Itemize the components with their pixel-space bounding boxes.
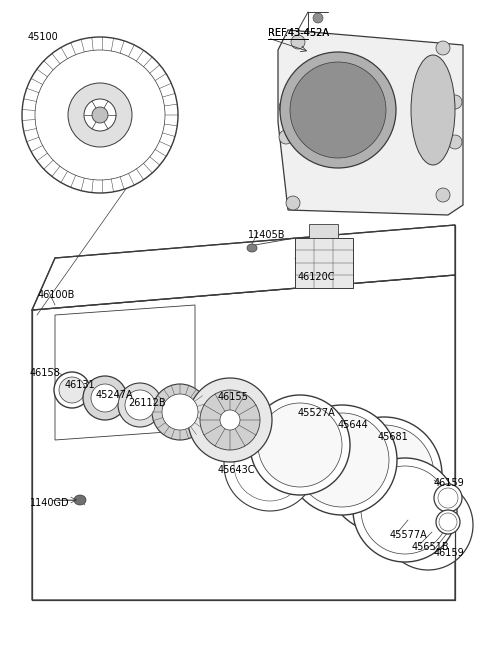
Text: 45527A: 45527A [298, 408, 336, 418]
Ellipse shape [411, 55, 455, 165]
Ellipse shape [59, 377, 85, 403]
Text: REF.43-452A: REF.43-452A [268, 28, 329, 38]
Text: 45643C: 45643C [218, 465, 255, 475]
Text: 45247A: 45247A [96, 390, 133, 400]
Ellipse shape [279, 100, 293, 114]
Ellipse shape [313, 13, 323, 23]
Bar [309, 224, 338, 238]
Text: 46158: 46158 [30, 368, 61, 378]
Ellipse shape [286, 196, 300, 210]
Ellipse shape [383, 480, 473, 570]
Ellipse shape [326, 417, 442, 533]
Polygon shape [32, 225, 455, 310]
Ellipse shape [334, 425, 434, 525]
Ellipse shape [91, 384, 119, 412]
Ellipse shape [295, 413, 389, 507]
Text: 46100B: 46100B [38, 290, 75, 300]
Bar [295, 238, 353, 288]
Ellipse shape [188, 378, 272, 462]
Text: 26112B: 26112B [128, 398, 166, 408]
Ellipse shape [84, 99, 116, 131]
Ellipse shape [250, 395, 350, 495]
Ellipse shape [68, 83, 132, 147]
Ellipse shape [291, 35, 305, 49]
Ellipse shape [287, 405, 397, 515]
Ellipse shape [448, 95, 462, 109]
Text: 11405B: 11405B [248, 230, 286, 240]
Ellipse shape [448, 135, 462, 149]
Text: 46159: 46159 [434, 478, 465, 488]
Text: 45651B: 45651B [412, 542, 450, 552]
Text: 46155: 46155 [218, 392, 249, 402]
Ellipse shape [290, 62, 386, 158]
Ellipse shape [353, 458, 457, 562]
Ellipse shape [74, 495, 86, 505]
Text: 46159: 46159 [434, 548, 465, 558]
Polygon shape [32, 275, 455, 600]
Text: 45100: 45100 [28, 32, 59, 42]
Ellipse shape [83, 376, 127, 420]
Ellipse shape [118, 383, 162, 427]
Ellipse shape [434, 484, 462, 512]
Text: 45577A: 45577A [390, 530, 428, 540]
Ellipse shape [279, 130, 293, 144]
Ellipse shape [280, 52, 396, 168]
Text: 46131: 46131 [65, 380, 96, 390]
Text: 46120C: 46120C [298, 272, 336, 282]
Ellipse shape [258, 403, 342, 487]
Ellipse shape [54, 372, 90, 408]
Text: 45644: 45644 [338, 420, 369, 430]
Ellipse shape [152, 384, 208, 440]
Ellipse shape [220, 410, 240, 430]
Text: 1140GD: 1140GD [30, 498, 70, 508]
Ellipse shape [436, 510, 460, 534]
Ellipse shape [22, 37, 178, 193]
Ellipse shape [436, 188, 450, 202]
Ellipse shape [125, 390, 155, 420]
Ellipse shape [224, 419, 316, 511]
Ellipse shape [92, 107, 108, 123]
Polygon shape [278, 30, 463, 215]
Ellipse shape [162, 394, 198, 430]
Text: 45681: 45681 [378, 432, 409, 442]
Ellipse shape [247, 244, 257, 252]
Text: REF.43-452A: REF.43-452A [268, 28, 329, 38]
Ellipse shape [436, 41, 450, 55]
Ellipse shape [200, 390, 260, 450]
